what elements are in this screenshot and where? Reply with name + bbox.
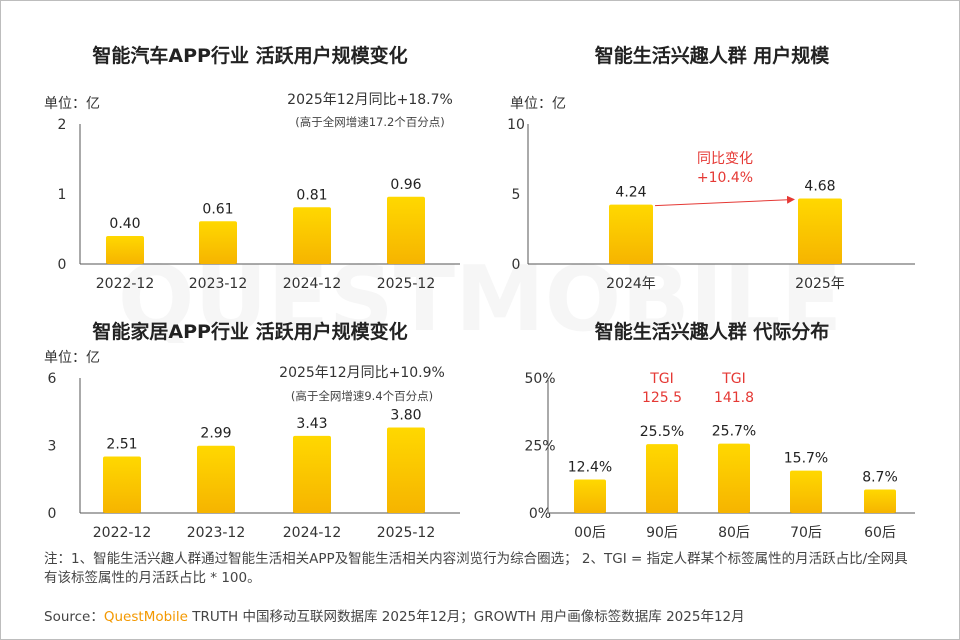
data-label: 3.43 [296,416,327,432]
chart-title: 智能生活兴趣人群 代际分布 [595,320,830,343]
data-label: 0.40 [109,216,140,232]
bar [197,445,235,513]
y-tick-label: 3 [48,439,57,455]
bar [199,221,237,264]
tgi-label: TGI [721,371,746,387]
x-tick-label: 2022-12 [93,525,152,541]
yoy-annotation: 2025年12月同比+10.9% [279,365,445,381]
x-tick-label: 2024年 [606,276,656,292]
x-tick-label: 80后 [718,525,750,541]
chart-title: 智能汽车APP行业 活跃用户规模变化 [92,44,407,67]
unit-label: 单位：亿 [44,96,100,112]
tgi-value: 125.5 [642,390,682,406]
x-tick-label: 2023-12 [187,525,246,541]
bar [293,435,331,513]
source-prefix: Source： [44,609,104,625]
x-tick-label: 2025-12 [377,276,436,292]
data-label: 0.81 [296,187,327,203]
y-tick-label: 50% [524,371,555,387]
data-label: 25.5% [640,424,684,440]
bar [293,207,331,264]
data-label: 25.7% [712,424,756,440]
data-label: 3.80 [390,408,421,424]
yoy-annotation: 2025年12月同比+18.7% [287,92,453,108]
x-tick-label: 70后 [790,525,822,541]
data-label: 2.51 [106,437,137,453]
unit-label: 单位：亿 [44,350,100,366]
y-tick-label: 6 [48,371,57,387]
chart-title: 智能生活兴趣人群 用户规模 [595,44,831,67]
x-tick-label: 60后 [864,525,896,541]
data-label: 4.24 [615,185,646,201]
tgi-value: 141.8 [714,390,754,406]
y-tick-label: 1 [58,187,67,203]
x-tick-label: 2022-12 [96,276,155,292]
growth-annotation: 同比变化 [697,151,753,167]
chart-title: 智能家居APP行业 活跃用户规模变化 [92,320,407,343]
x-tick-label: 2024-12 [283,276,342,292]
bar [387,196,425,264]
data-label: 4.68 [804,178,835,194]
y-tick-label: 5 [512,187,521,203]
x-tick-label: 2025年 [795,276,845,292]
bar [103,456,141,513]
x-tick-label: 2023-12 [189,276,248,292]
data-label: 15.7% [784,451,828,467]
data-label: 0.61 [202,201,233,217]
bar [387,427,425,513]
y-tick-label: 0 [512,257,521,273]
y-tick-label: 0 [58,257,67,273]
yoy-annotation-sub: (高于全网增速9.4个百分点) [291,389,433,403]
footnote: 注：1、智能生活兴趣人群通过智能生活相关APP及智能生活相关内容浏览行为综合圈选… [44,551,908,586]
tgi-label: TGI [649,371,674,387]
growth-arrow [654,195,795,207]
y-tick-label: 10 [507,117,525,133]
bar [864,489,896,513]
x-tick-label: 2025-12 [377,525,436,541]
bar [609,204,653,264]
y-tick-label: 0 [48,506,57,522]
source-rest: TRUTH 中国移动互联网数据库 2025年12月；GROWTH 用户画像标签数… [187,609,745,625]
y-tick-label: 2 [58,117,67,133]
data-label: 8.7% [862,470,898,486]
source-line: Source：QuestMobile TRUTH 中国移动互联网数据库 2025… [44,605,745,625]
source-brand: QuestMobile [103,609,188,625]
unit-label: 单位：亿 [510,96,566,112]
y-tick-label: 0% [529,506,551,522]
y-tick-label: 25% [524,439,555,455]
bar [718,443,750,513]
bar [106,236,144,264]
bar [798,198,842,264]
x-tick-label: 00后 [574,525,606,541]
bar [790,470,822,513]
data-label: 12.4% [568,460,612,476]
bar [574,479,606,513]
x-tick-label: 90后 [646,525,678,541]
data-label: 2.99 [200,426,231,442]
growth-value: +10.4% [697,170,753,186]
bar [646,444,678,513]
x-tick-label: 2024-12 [283,525,342,541]
data-label: 0.96 [390,177,421,193]
yoy-annotation-sub: (高于全网增速17.2个百分点) [295,115,445,129]
